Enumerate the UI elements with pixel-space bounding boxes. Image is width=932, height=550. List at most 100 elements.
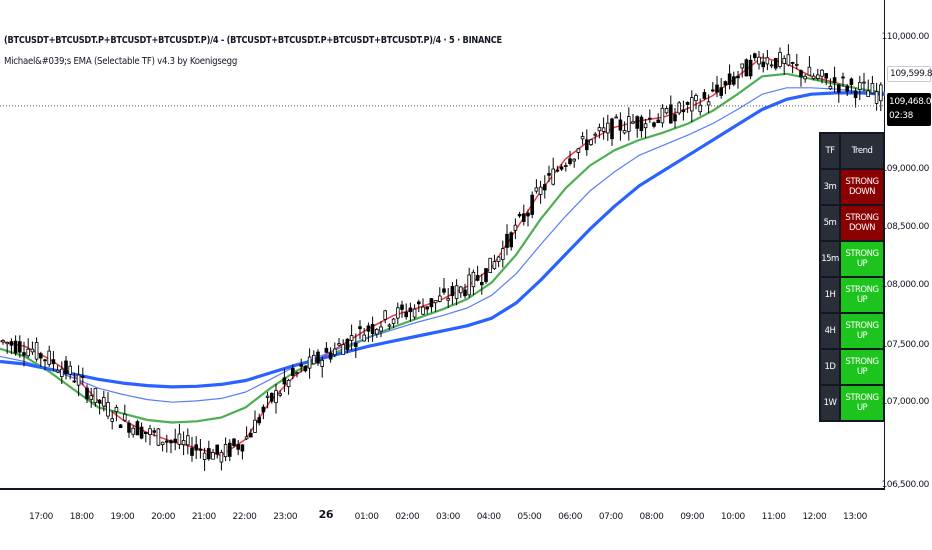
candle-body xyxy=(131,427,136,435)
candle-body xyxy=(774,57,778,69)
candle-body xyxy=(744,59,749,77)
candle-body xyxy=(874,91,879,104)
candle-body xyxy=(60,368,64,378)
candle-body xyxy=(76,374,81,386)
trend-row: 4H STRONG UP xyxy=(821,314,883,348)
candle-body xyxy=(727,73,732,85)
candle-body xyxy=(564,165,568,167)
chart-area[interactable]: (BTCUSDT+BTCUSDT.P+BTCUSDT+BTCUSDT.P)/4 … xyxy=(0,0,885,490)
symbol-legend[interactable]: (BTCUSDT+BTCUSDT.P+BTCUSDT+BTCUSDT.P)/4 … xyxy=(4,35,502,46)
trend-table-header: TF Trend xyxy=(821,134,883,168)
candle-body xyxy=(496,256,501,262)
price-axis[interactable]: 110,000.00 109,000.00 108,500.00 108,000… xyxy=(881,0,932,490)
tf-header: TF xyxy=(821,134,839,168)
candle-body xyxy=(522,213,526,222)
candle-body xyxy=(123,413,127,421)
time-tick: 09:00 xyxy=(680,512,705,522)
candle-body xyxy=(362,334,366,342)
candle-body xyxy=(471,271,476,288)
candle-body xyxy=(753,53,757,59)
price-tick: 106,500.00 xyxy=(881,480,929,490)
candle-body xyxy=(282,377,287,385)
time-tick: 21:00 xyxy=(191,512,216,522)
candle-body xyxy=(509,232,513,248)
trend-row: 3m STRONG DOWN xyxy=(821,170,883,204)
candle-body xyxy=(715,84,719,93)
time-tick: 23:00 xyxy=(273,512,298,522)
candle-body xyxy=(408,307,413,313)
candle-body xyxy=(148,428,152,436)
candle-body xyxy=(114,407,119,413)
last-price-value: 109,468.03 xyxy=(889,97,932,107)
candle-body xyxy=(85,387,89,400)
trend-row: 5m STRONG DOWN xyxy=(821,206,883,240)
timeframe-cell: 15m xyxy=(821,242,839,276)
trend-status-cell: STRONG UP xyxy=(841,278,883,312)
candle-body xyxy=(862,81,866,84)
candle-body xyxy=(265,395,270,398)
candle-body xyxy=(383,310,387,320)
candle-body xyxy=(51,359,56,365)
candle-body xyxy=(437,295,442,302)
candle-body xyxy=(576,148,581,153)
candle-body xyxy=(732,76,736,85)
candle-body xyxy=(316,351,320,364)
candle-body xyxy=(631,121,635,124)
candle-body xyxy=(639,116,644,132)
candle-body xyxy=(555,169,560,172)
candle-body xyxy=(416,301,421,305)
candle-body xyxy=(879,84,883,102)
time-axis[interactable]: 17:00 18:00 19:00 20:00 21:00 22:00 23:00 26 01:… xyxy=(0,490,885,550)
candle-body xyxy=(374,328,379,335)
candle-body xyxy=(660,107,665,124)
candle-body xyxy=(795,63,799,66)
candle-body xyxy=(223,444,228,458)
candle-body xyxy=(551,168,555,185)
candle-body xyxy=(467,274,471,296)
candle-body xyxy=(429,298,434,308)
candle-body xyxy=(286,379,291,388)
candle-body xyxy=(421,306,425,315)
candle-body xyxy=(110,418,115,422)
candle-body xyxy=(55,369,60,373)
candle-body xyxy=(26,348,30,357)
candle-body xyxy=(169,440,173,444)
candle-body xyxy=(769,64,774,67)
candle-body xyxy=(181,440,186,446)
candle-body xyxy=(194,444,199,451)
time-tick: 05:00 xyxy=(517,512,542,522)
price-chart[interactable] xyxy=(0,0,885,490)
candle-body xyxy=(450,286,455,297)
candle-body xyxy=(177,433,182,445)
candle-body xyxy=(534,187,539,192)
candle-body xyxy=(681,109,686,113)
candle-body xyxy=(719,87,723,96)
candle-body xyxy=(635,116,639,129)
candle-body xyxy=(622,130,627,134)
candle-body xyxy=(488,257,492,273)
timeframe-cell: 3m xyxy=(821,170,839,204)
price-tick: 107,500.00 xyxy=(881,340,929,350)
candle-body xyxy=(669,104,673,124)
candle-body xyxy=(475,275,480,281)
indicator-legend[interactable]: Michael&#039;s EMA (Selectable TF) v4.3 … xyxy=(4,56,238,67)
candle-body xyxy=(299,364,303,367)
candle-body xyxy=(93,388,98,404)
candle-body xyxy=(34,342,39,360)
candle-body xyxy=(89,395,94,400)
candle-body xyxy=(677,102,681,114)
candle-body xyxy=(320,359,324,367)
price-tick: 109,000.00 xyxy=(881,164,929,174)
candle-body xyxy=(72,380,77,383)
candle-body xyxy=(841,76,845,79)
candle-body xyxy=(811,75,816,80)
candle-body xyxy=(711,89,715,92)
candle-body xyxy=(853,90,858,99)
candle-body xyxy=(601,127,606,132)
time-tick: 26 xyxy=(318,508,334,521)
timeframe-cell: 1H xyxy=(821,278,839,312)
candle-body xyxy=(627,116,631,132)
time-tick: 12:00 xyxy=(802,512,827,522)
candle-body xyxy=(664,108,669,114)
candle-body xyxy=(505,233,509,248)
